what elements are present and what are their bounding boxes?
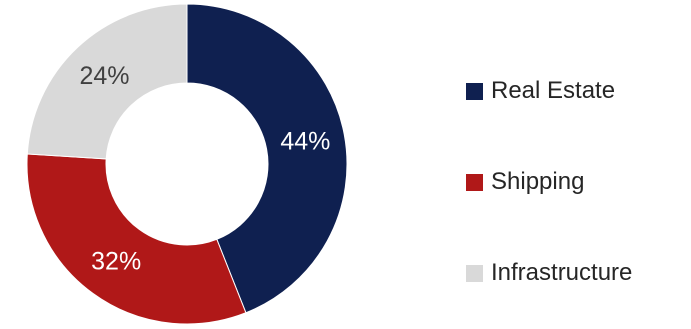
slice-real-estate[interactable]: [186, 3, 348, 314]
legend-swatch-infrastructure: [466, 264, 483, 282]
legend-label-real-estate: Real Estate: [491, 77, 616, 104]
legend-item-infrastructure[interactable]: Infrastructure: [466, 259, 632, 287]
legend-swatch-shipping: [466, 173, 483, 191]
legend-swatch-real-estate: [466, 82, 483, 100]
legend-label-shipping: Shipping: [491, 168, 585, 195]
legend-item-real-estate[interactable]: Real Estate: [466, 77, 632, 105]
data-label-shipping: 32%: [91, 247, 141, 275]
data-label-infrastructure: 24%: [79, 62, 129, 90]
donut-chart: 44% 32% 24%: [26, 3, 348, 325]
legend: Real Estate Shipping Infrastructure: [466, 77, 632, 287]
legend-label-infrastructure: Infrastructure: [491, 259, 633, 286]
legend-item-shipping[interactable]: Shipping: [466, 168, 632, 196]
slice-shipping[interactable]: [26, 153, 247, 325]
data-label-real-estate: 44%: [280, 127, 330, 155]
slice-infrastructure[interactable]: [26, 3, 188, 160]
